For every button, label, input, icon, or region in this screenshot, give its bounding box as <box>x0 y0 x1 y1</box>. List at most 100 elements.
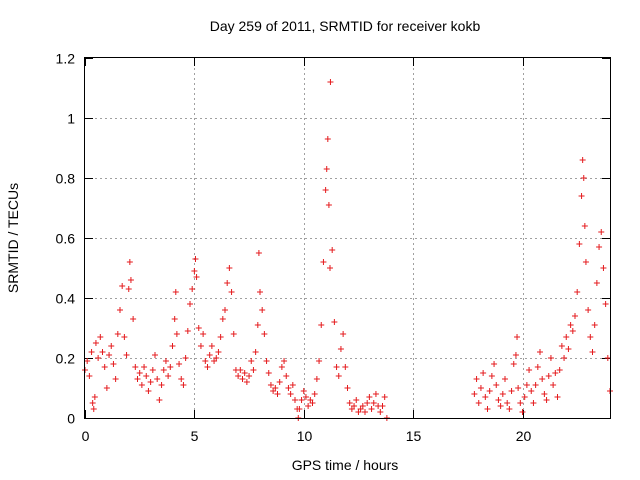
data-point <box>156 397 163 403</box>
data-point <box>569 328 576 334</box>
data-point <box>537 349 543 355</box>
data-point <box>165 373 172 379</box>
data-point <box>278 364 285 370</box>
data-point <box>541 391 548 397</box>
data-point <box>547 355 554 361</box>
data-point <box>99 349 106 355</box>
data-point <box>340 331 347 337</box>
data-point <box>265 370 272 376</box>
data-point <box>254 322 261 328</box>
data-point <box>333 364 340 370</box>
data-point <box>123 352 130 358</box>
data-point <box>604 355 611 361</box>
data-point <box>558 343 565 349</box>
data-point <box>217 334 224 340</box>
x-axis-label: GPS time / hours <box>292 457 399 473</box>
data-point <box>567 322 574 328</box>
data-point <box>263 358 270 364</box>
data-point <box>344 385 351 391</box>
data-point <box>160 367 167 373</box>
data-point <box>602 301 609 307</box>
data-point <box>92 340 99 346</box>
data-point <box>362 409 368 415</box>
data-point <box>596 244 603 250</box>
data-point <box>292 397 298 403</box>
data-point <box>95 355 102 361</box>
data-point <box>305 403 312 409</box>
data-point <box>250 367 257 373</box>
data-point <box>106 352 113 358</box>
data-point <box>204 364 211 370</box>
y-tick-label: 0.6 <box>56 231 76 247</box>
data-point <box>215 349 222 355</box>
data-point <box>493 382 500 388</box>
data-point <box>243 379 250 385</box>
data-points <box>82 79 613 421</box>
data-point <box>121 334 128 340</box>
data-point <box>276 379 283 385</box>
data-point <box>257 289 263 295</box>
data-point <box>101 364 108 370</box>
data-point <box>145 388 152 394</box>
data-point <box>364 400 371 406</box>
data-point <box>239 376 246 382</box>
data-point <box>143 373 150 379</box>
data-point <box>318 322 325 328</box>
data-point <box>189 286 196 292</box>
data-point <box>554 394 561 400</box>
y-tick-label: 1.2 <box>56 51 76 67</box>
data-point <box>112 376 119 382</box>
data-point <box>289 382 296 388</box>
data-point <box>322 187 329 193</box>
data-point <box>497 403 504 409</box>
data-point <box>241 370 248 376</box>
data-point <box>180 382 187 388</box>
data-point <box>591 322 598 328</box>
data-point <box>182 355 189 361</box>
ticks: 0 0.2 0.4 0.6 0.8 1 1.2 0 5 10 15 20 <box>56 51 610 444</box>
data-point <box>510 361 517 367</box>
data-point <box>477 385 484 391</box>
data-point <box>475 400 482 406</box>
data-point <box>119 283 126 289</box>
data-point <box>281 358 288 364</box>
data-point <box>370 400 377 406</box>
data-point <box>171 316 178 322</box>
data-point <box>219 316 226 322</box>
data-point <box>149 367 156 373</box>
data-point <box>313 376 320 382</box>
data-point <box>327 79 334 85</box>
data-point <box>582 259 589 265</box>
y-tick-label: 1 <box>67 111 75 127</box>
data-point <box>136 370 143 376</box>
plot-border <box>84 57 611 419</box>
data-point <box>125 286 132 292</box>
data-point <box>117 307 123 313</box>
data-point <box>311 391 318 397</box>
data-point <box>91 394 98 400</box>
data-point <box>556 367 563 373</box>
y-tick-label: 0 <box>67 411 75 427</box>
data-point <box>329 247 336 253</box>
data-point <box>178 376 185 382</box>
data-point <box>252 349 259 355</box>
data-point <box>195 325 202 331</box>
x-tick-label: 0 <box>82 428 90 444</box>
data-point <box>97 334 104 340</box>
y-axis-label: SRMTID / TECUs <box>5 183 21 293</box>
data-point <box>197 343 204 349</box>
data-point <box>206 352 213 358</box>
data-point <box>561 355 568 361</box>
data-point <box>172 289 179 295</box>
data-point <box>138 382 145 388</box>
data-point <box>130 316 137 322</box>
data-point <box>237 367 244 373</box>
data-point <box>576 241 583 247</box>
data-point <box>502 376 508 382</box>
data-point <box>272 385 279 391</box>
data-point <box>246 373 253 379</box>
data-point <box>539 376 546 382</box>
data-point <box>134 376 141 382</box>
